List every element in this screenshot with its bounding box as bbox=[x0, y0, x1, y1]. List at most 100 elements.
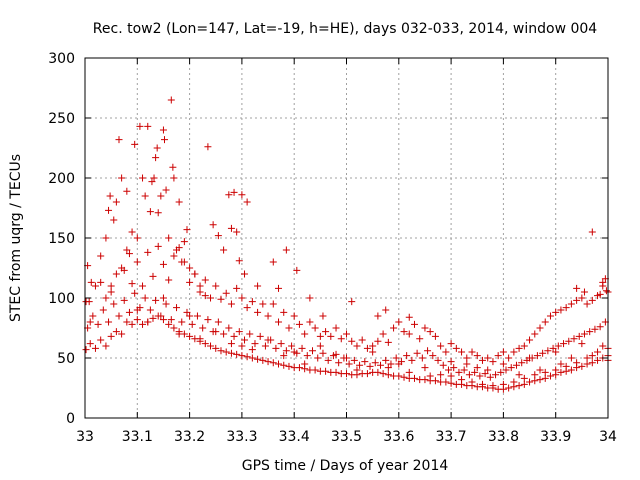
data-point bbox=[492, 371, 500, 379]
data-point bbox=[520, 374, 528, 382]
data-point bbox=[374, 337, 382, 345]
data-point bbox=[105, 318, 113, 326]
data-point bbox=[186, 278, 194, 286]
data-point bbox=[578, 340, 586, 348]
data-point bbox=[473, 364, 481, 372]
data-point bbox=[154, 209, 162, 217]
data-point bbox=[384, 371, 392, 379]
data-point bbox=[536, 366, 544, 374]
data-point bbox=[353, 366, 361, 374]
data-point bbox=[118, 330, 126, 338]
data-point bbox=[259, 300, 267, 308]
data-point bbox=[139, 320, 147, 328]
x-tick-label: 33.1 bbox=[122, 429, 153, 445]
data-point bbox=[154, 312, 162, 320]
data-point bbox=[170, 324, 178, 332]
data-point bbox=[102, 234, 110, 242]
data-point bbox=[275, 360, 283, 368]
data-point bbox=[348, 337, 356, 345]
data-point bbox=[280, 361, 288, 369]
data-point bbox=[510, 348, 518, 356]
data-point bbox=[499, 360, 507, 368]
data-point bbox=[418, 354, 426, 362]
data-point bbox=[115, 312, 123, 320]
y-tick-label: 100 bbox=[48, 291, 75, 307]
data-point bbox=[180, 258, 188, 266]
data-point bbox=[157, 192, 165, 200]
data-point bbox=[343, 370, 350, 378]
data-point bbox=[463, 360, 471, 368]
data-point bbox=[139, 174, 147, 182]
data-point bbox=[183, 308, 191, 316]
data-point bbox=[335, 359, 343, 367]
data-point bbox=[316, 332, 324, 340]
data-point bbox=[186, 312, 194, 320]
data-point bbox=[167, 316, 175, 324]
data-point bbox=[447, 358, 455, 366]
data-point bbox=[227, 340, 235, 348]
data-point bbox=[327, 332, 335, 340]
data-point bbox=[298, 344, 306, 352]
x-tick-label: 34 bbox=[599, 429, 617, 445]
data-point bbox=[489, 358, 497, 366]
data-point bbox=[353, 342, 361, 350]
data-point bbox=[207, 342, 215, 350]
data-point bbox=[473, 352, 481, 360]
data-point bbox=[520, 342, 528, 350]
data-point bbox=[222, 289, 230, 297]
data-point bbox=[144, 248, 152, 256]
data-point bbox=[133, 258, 141, 266]
data-point bbox=[139, 282, 147, 290]
data-point bbox=[233, 350, 241, 358]
data-point bbox=[128, 228, 136, 236]
data-point bbox=[541, 318, 549, 326]
x-tick-label: 33.5 bbox=[331, 429, 362, 445]
data-point bbox=[319, 349, 327, 357]
data-point bbox=[269, 300, 277, 308]
data-point bbox=[217, 295, 225, 303]
data-point bbox=[515, 344, 523, 352]
data-point bbox=[272, 344, 280, 352]
data-point bbox=[421, 324, 429, 332]
data-point bbox=[599, 282, 607, 290]
data-point bbox=[465, 371, 473, 379]
data-point bbox=[319, 312, 327, 320]
data-point bbox=[254, 355, 262, 363]
data-point bbox=[437, 342, 445, 350]
data-point bbox=[539, 349, 547, 357]
data-point bbox=[458, 348, 466, 356]
data-point bbox=[348, 298, 356, 306]
data-point bbox=[316, 342, 324, 350]
data-point bbox=[565, 337, 573, 345]
data-point bbox=[264, 358, 272, 366]
data-point bbox=[201, 276, 209, 284]
data-point bbox=[89, 312, 97, 320]
data-point bbox=[599, 342, 607, 350]
data-point bbox=[567, 300, 575, 308]
data-point bbox=[196, 288, 204, 296]
data-point bbox=[148, 178, 156, 186]
data-point bbox=[369, 348, 377, 356]
data-point bbox=[476, 372, 484, 380]
data-point bbox=[447, 372, 455, 380]
data-point bbox=[497, 368, 505, 376]
data-point bbox=[350, 356, 358, 364]
data-point bbox=[214, 232, 222, 240]
data-point bbox=[186, 332, 194, 340]
data-point bbox=[332, 368, 340, 376]
data-point bbox=[512, 361, 520, 369]
data-point bbox=[97, 278, 105, 286]
data-point bbox=[382, 306, 390, 314]
data-point bbox=[141, 294, 149, 302]
data-points bbox=[82, 96, 612, 393]
data-point bbox=[421, 376, 429, 384]
data-point bbox=[183, 226, 191, 234]
data-point bbox=[552, 348, 560, 356]
data-point bbox=[233, 284, 241, 292]
data-point bbox=[99, 306, 107, 314]
grid-lines bbox=[85, 58, 608, 418]
data-point bbox=[452, 344, 460, 352]
data-point bbox=[567, 366, 575, 374]
data-point bbox=[322, 367, 330, 375]
data-point bbox=[400, 328, 408, 336]
